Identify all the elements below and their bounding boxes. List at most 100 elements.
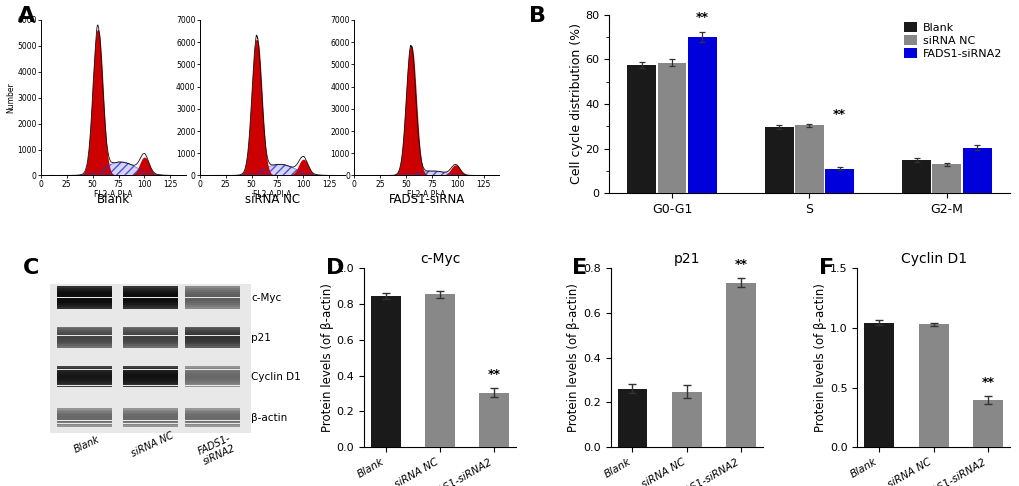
FancyBboxPatch shape — [123, 382, 178, 383]
FancyBboxPatch shape — [57, 369, 111, 371]
FancyBboxPatch shape — [123, 416, 178, 417]
FancyBboxPatch shape — [184, 410, 239, 411]
FancyBboxPatch shape — [57, 295, 111, 297]
Text: **: ** — [487, 368, 500, 381]
FancyBboxPatch shape — [184, 327, 239, 328]
FancyBboxPatch shape — [184, 307, 239, 309]
FancyBboxPatch shape — [57, 334, 111, 335]
FancyBboxPatch shape — [57, 339, 111, 341]
Bar — [824, 169, 853, 193]
Y-axis label: Cell cycle distribution (%): Cell cycle distribution (%) — [569, 23, 582, 185]
Bar — [425, 295, 454, 447]
FancyBboxPatch shape — [184, 330, 239, 332]
FancyBboxPatch shape — [57, 371, 111, 373]
FancyBboxPatch shape — [57, 299, 111, 301]
FancyBboxPatch shape — [184, 335, 239, 337]
Bar — [972, 400, 1002, 447]
FancyBboxPatch shape — [57, 422, 111, 423]
Text: **: ** — [695, 11, 708, 24]
FancyBboxPatch shape — [184, 339, 239, 341]
Text: FADS1-
siRNA2: FADS1- siRNA2 — [197, 433, 237, 467]
FancyBboxPatch shape — [184, 375, 239, 377]
FancyBboxPatch shape — [123, 424, 178, 425]
FancyBboxPatch shape — [123, 380, 178, 382]
Y-axis label: Protein levels (of β-actin): Protein levels (of β-actin) — [567, 283, 580, 432]
FancyBboxPatch shape — [123, 373, 178, 375]
Y-axis label: Protein levels (of β-actin): Protein levels (of β-actin) — [813, 283, 826, 432]
FancyBboxPatch shape — [123, 413, 178, 414]
FancyBboxPatch shape — [184, 382, 239, 383]
FancyBboxPatch shape — [57, 408, 111, 410]
FancyBboxPatch shape — [123, 305, 178, 307]
FancyBboxPatch shape — [123, 415, 178, 416]
FancyBboxPatch shape — [57, 337, 111, 339]
FancyBboxPatch shape — [184, 303, 239, 305]
FancyBboxPatch shape — [57, 385, 111, 387]
FancyBboxPatch shape — [123, 330, 178, 332]
FancyBboxPatch shape — [57, 417, 111, 419]
FancyBboxPatch shape — [184, 380, 239, 382]
FancyBboxPatch shape — [184, 417, 239, 419]
FancyBboxPatch shape — [57, 368, 111, 369]
Bar — [764, 127, 793, 193]
Text: Cyclin D1: Cyclin D1 — [251, 372, 301, 382]
FancyBboxPatch shape — [123, 327, 178, 328]
FancyBboxPatch shape — [57, 384, 111, 385]
Text: siRNA NC: siRNA NC — [245, 193, 300, 207]
FancyBboxPatch shape — [184, 413, 239, 414]
FancyBboxPatch shape — [57, 292, 111, 294]
FancyBboxPatch shape — [184, 329, 239, 330]
FancyBboxPatch shape — [57, 419, 111, 420]
FancyBboxPatch shape — [123, 307, 178, 309]
FancyBboxPatch shape — [57, 377, 111, 378]
FancyBboxPatch shape — [184, 415, 239, 416]
FancyBboxPatch shape — [123, 419, 178, 420]
FancyBboxPatch shape — [184, 292, 239, 294]
FancyBboxPatch shape — [123, 295, 178, 297]
FancyBboxPatch shape — [123, 332, 178, 333]
FancyBboxPatch shape — [57, 332, 111, 333]
FancyBboxPatch shape — [123, 301, 178, 303]
FancyBboxPatch shape — [57, 413, 111, 414]
FancyBboxPatch shape — [184, 368, 239, 369]
FancyBboxPatch shape — [57, 345, 111, 346]
Text: c-Myc: c-Myc — [251, 294, 281, 303]
FancyBboxPatch shape — [123, 299, 178, 301]
FancyBboxPatch shape — [123, 411, 178, 413]
FancyBboxPatch shape — [184, 424, 239, 425]
FancyBboxPatch shape — [123, 303, 178, 305]
FancyBboxPatch shape — [57, 290, 111, 292]
Bar — [794, 125, 823, 193]
FancyBboxPatch shape — [57, 335, 111, 337]
FancyBboxPatch shape — [184, 297, 239, 299]
FancyBboxPatch shape — [57, 301, 111, 303]
Bar — [627, 65, 655, 193]
Text: **: ** — [734, 258, 747, 271]
FancyBboxPatch shape — [184, 337, 239, 339]
Text: FADS1-siRNA: FADS1-siRNA — [388, 193, 465, 207]
FancyBboxPatch shape — [123, 369, 178, 371]
FancyBboxPatch shape — [123, 337, 178, 339]
Bar — [672, 392, 701, 447]
FancyBboxPatch shape — [57, 411, 111, 413]
FancyBboxPatch shape — [184, 295, 239, 297]
Bar — [918, 324, 948, 447]
Text: A: A — [17, 6, 35, 26]
FancyBboxPatch shape — [184, 343, 239, 345]
FancyBboxPatch shape — [57, 347, 111, 348]
FancyBboxPatch shape — [123, 335, 178, 337]
Title: Cyclin D1: Cyclin D1 — [900, 252, 966, 266]
Title: p21: p21 — [673, 252, 699, 266]
Title: c-Myc: c-Myc — [420, 252, 460, 266]
FancyBboxPatch shape — [123, 425, 178, 427]
Text: E: E — [572, 258, 587, 278]
Bar — [931, 164, 961, 193]
FancyBboxPatch shape — [184, 411, 239, 413]
Bar — [863, 323, 894, 447]
Bar — [726, 283, 755, 447]
FancyBboxPatch shape — [57, 424, 111, 425]
FancyBboxPatch shape — [57, 425, 111, 427]
Text: B: B — [529, 6, 545, 26]
Text: **: ** — [980, 376, 994, 389]
FancyBboxPatch shape — [184, 286, 239, 288]
